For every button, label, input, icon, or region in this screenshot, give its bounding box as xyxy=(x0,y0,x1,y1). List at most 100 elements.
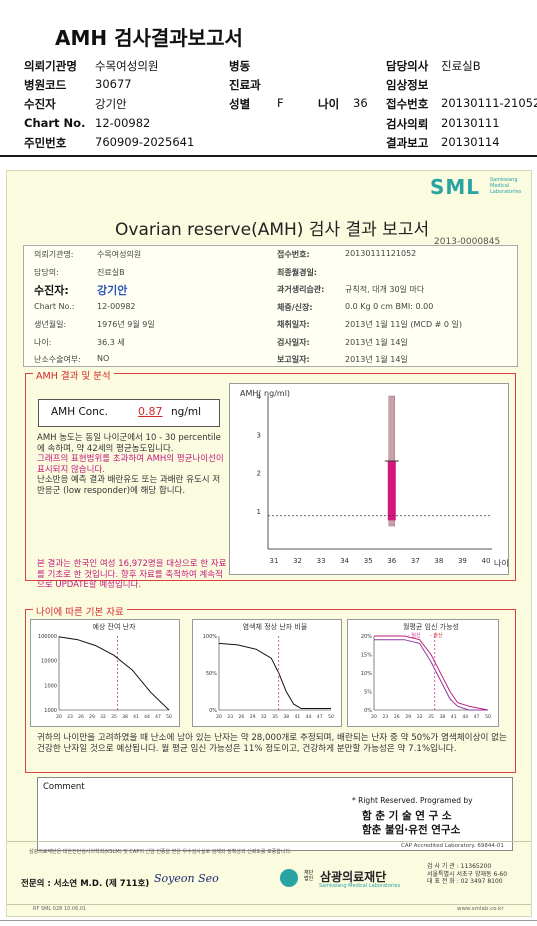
website: www.smlab.co.kr xyxy=(457,906,504,912)
comment-label: Comment xyxy=(43,782,85,792)
mini-x-tick: 47 xyxy=(155,714,161,720)
mini-x-tick: 41 xyxy=(451,714,457,720)
info-label: 담당의: xyxy=(34,268,59,277)
header-divider xyxy=(0,155,537,157)
x-tick-label: 39 xyxy=(458,557,467,565)
legend-birth: - 출산 xyxy=(430,632,443,639)
x-tick-label: 36 xyxy=(387,557,396,565)
amh-conc-box xyxy=(38,399,220,427)
header-value: 강기안 xyxy=(95,97,127,111)
info-label: 의뢰기관명: xyxy=(34,250,74,259)
mini-y-tick: 10% xyxy=(361,671,372,677)
header-label: 성별 xyxy=(229,97,251,111)
amh-conc-unit: ng/ml xyxy=(171,406,202,418)
header-label: 결과보고 xyxy=(386,136,429,150)
sml-logo: SML xyxy=(430,175,481,199)
info-label: 채취일자: xyxy=(277,320,310,329)
info-value: 12-00982 xyxy=(97,302,136,311)
mini-x-tick: 38 xyxy=(440,714,446,720)
mini-x-tick: 35 xyxy=(272,714,278,720)
info-value: 0.0 Kg 0 cm BMI: 0.00 xyxy=(345,302,434,311)
info-value: 36.3 세 xyxy=(97,338,125,347)
y-axis-label: AMH( ng/ml) xyxy=(240,389,290,398)
iqr-bar xyxy=(387,461,396,521)
analysis-text: AMH 농도는 동일 나이군에서 10 - 30 percentile에 속하며… xyxy=(37,433,224,496)
mini-x-tick: 35 xyxy=(428,714,434,720)
header-value: 30677 xyxy=(95,77,132,91)
header-value: 20130114 xyxy=(441,135,500,149)
legend-pregnancy: - 임신 xyxy=(408,632,421,639)
header-value: 12-00982 xyxy=(95,116,151,130)
mini-chart-title: 예상 잔여 난자 xyxy=(92,622,136,631)
mini-x-tick: 32 xyxy=(100,714,106,720)
x-axis-label: 나이 xyxy=(494,558,508,568)
mini-x-tick: 38 xyxy=(122,714,128,720)
mini-x-tick: 44 xyxy=(462,714,468,720)
age-value: 36 xyxy=(353,96,368,110)
doc-number: 2013-0000845 xyxy=(434,237,501,247)
info-label: 난소수술여부: xyxy=(34,355,81,364)
header-label: 의뢰기관명 xyxy=(24,59,77,73)
mini-x-tick: 26 xyxy=(239,714,245,720)
x-tick-label: 33 xyxy=(317,557,326,565)
form-code: RF SML 028 10.06.01 xyxy=(33,906,87,912)
mini-y-tick: 0% xyxy=(209,708,217,714)
sml-sub: Samkwang Medical Laboratories xyxy=(490,177,522,195)
info-label: Chart No.: xyxy=(34,302,75,311)
mini-x-tick: 44 xyxy=(144,714,150,720)
baseline-summary: 귀하의 나이만을 고려하였을 때 난소에 남아 있는 난자는 약 28,000개… xyxy=(37,733,507,754)
x-tick-label: 37 xyxy=(411,557,420,565)
info-value: 1976년 9월 9일 xyxy=(97,320,155,329)
info-value: 규칙적, 대개 30일 마다 xyxy=(345,285,425,294)
bottom-edge xyxy=(0,920,537,921)
x-tick-label: 40 xyxy=(482,557,491,565)
info-value: 수목여성의원 xyxy=(97,250,142,259)
mini-x-tick: 23 xyxy=(383,714,389,720)
header-label: 접수번호 xyxy=(386,97,429,111)
header-value: 20130111-21052 xyxy=(441,96,537,110)
patient-info-box xyxy=(23,245,518,367)
mini-x-tick: 26 xyxy=(394,714,400,720)
header-value: 진료실B xyxy=(441,59,481,73)
mini-x-tick: 35 xyxy=(111,714,117,720)
mini-x-tick: 26 xyxy=(78,714,84,720)
mini-x-tick: 32 xyxy=(261,714,267,720)
info-value: 20130111121052 xyxy=(345,249,417,258)
mini-y-tick: 10000 xyxy=(41,659,57,665)
mini-y-tick: 100% xyxy=(203,634,218,640)
y-tick-label: 4 xyxy=(257,393,262,401)
mini-x-tick: 44 xyxy=(306,714,312,720)
mini-x-tick: 29 xyxy=(250,714,256,720)
doctor-name: 전문의 : 서소연 M.D. (제 711호) xyxy=(21,879,150,889)
header-label: 주민번호 xyxy=(24,136,67,150)
mini-x-tick: 20 xyxy=(216,714,222,720)
header-value: 20130111 xyxy=(441,116,500,130)
page-title: AMH 검사결과보고서 xyxy=(55,26,243,50)
mini-x-tick: 20 xyxy=(371,714,377,720)
mini-x-tick: 20 xyxy=(56,714,62,720)
x-tick-label: 31 xyxy=(270,557,279,565)
amh-chart-panel: AMH( ng/ml) 1 2 3 4 31 32 33 34 35 36 37 38 39 40 나이 xyxy=(229,383,509,575)
header-label: Chart No. xyxy=(24,116,86,130)
result-section xyxy=(25,373,516,581)
info-label: 수진자: xyxy=(34,284,69,297)
header-label: 검사의뢰 xyxy=(386,117,429,131)
scanned-report: SML Samkwang Medical Laboratories Ovarian … xyxy=(6,170,532,917)
header-label: 수진자 xyxy=(24,97,56,111)
info-label: 보고일자: xyxy=(277,355,310,364)
info-value: 2013년 1월 14일 xyxy=(345,338,408,347)
info-value: 진료실B xyxy=(97,268,125,277)
info-value: 2013년 1월 11일 (MCD # 0 일) xyxy=(345,320,463,329)
mini-chart-pregnancy: 월평균 임신 가능성 20% 15% 10% 5% 0% 20 23 26 29 32 35 38 41 4… xyxy=(347,619,499,727)
info-label: 생년월일: xyxy=(34,320,67,329)
mini-y-tick: 5% xyxy=(364,690,372,696)
comment-box xyxy=(37,777,513,851)
info-label: 과거생리습관: xyxy=(277,285,325,294)
header-label: 병동 xyxy=(229,59,251,73)
mini-chart-title: 염색체 정상 난자 비율 xyxy=(243,622,308,631)
pregnancy-curve-1 xyxy=(374,639,488,711)
mini-y-tick: 100000 xyxy=(38,634,57,640)
mini-y-tick: 50% xyxy=(206,671,217,677)
doctor-signature: Soyeon Seo xyxy=(154,872,219,885)
